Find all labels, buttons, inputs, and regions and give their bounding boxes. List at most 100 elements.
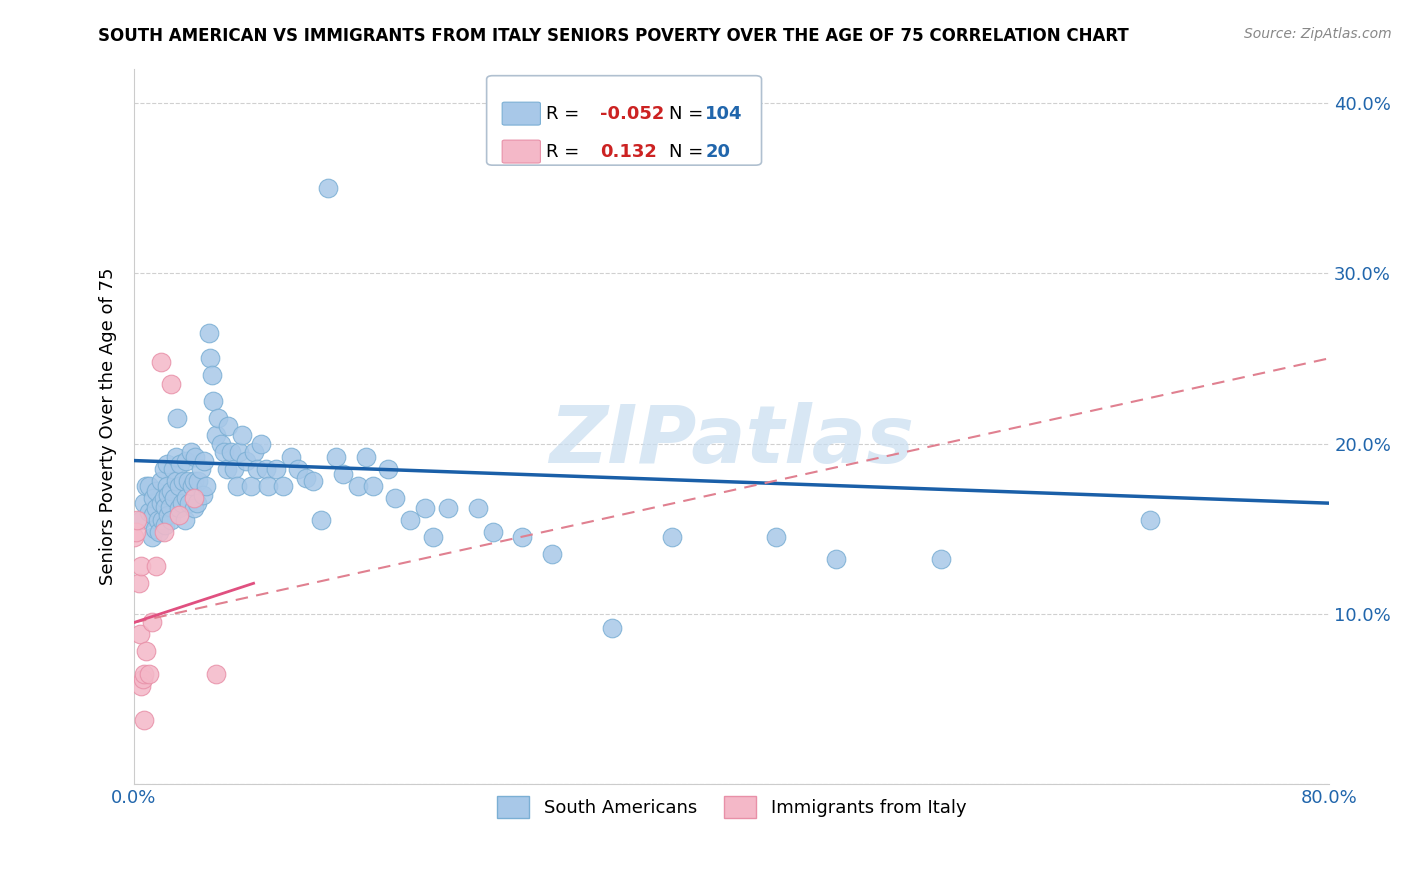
- Point: [231, 428, 253, 442]
- Point: [143, 522, 166, 536]
- Point: [347, 479, 370, 493]
- Point: [153, 525, 176, 540]
- Point: [250, 436, 273, 450]
- Point: [167, 479, 190, 493]
- Point: [156, 457, 179, 471]
- Point: [160, 513, 183, 527]
- Point: [245, 462, 267, 476]
- Point: [197, 326, 219, 340]
- Point: [172, 474, 194, 488]
- Point: [354, 450, 377, 465]
- Point: [131, 559, 153, 574]
- Point: [149, 354, 172, 368]
- Point: [273, 479, 295, 493]
- Point: [200, 351, 222, 366]
- Point: [332, 467, 354, 482]
- Point: [242, 445, 264, 459]
- Point: [422, 530, 444, 544]
- Text: ZIPatlas: ZIPatlas: [550, 401, 914, 480]
- Text: Source: ZipAtlas.com: Source: ZipAtlas.com: [1244, 27, 1392, 41]
- Text: R =: R =: [547, 104, 579, 122]
- Point: [169, 457, 191, 471]
- Point: [202, 393, 225, 408]
- Point: [228, 445, 250, 459]
- Text: SOUTH AMERICAN VS IMMIGRANTS FROM ITALY SENIORS POVERTY OVER THE AGE OF 75 CORRE: SOUTH AMERICAN VS IMMIGRANTS FROM ITALY …: [98, 27, 1129, 45]
- Point: [149, 474, 172, 488]
- Point: [165, 474, 187, 488]
- Point: [166, 411, 188, 425]
- Text: -0.052: -0.052: [600, 104, 665, 122]
- Point: [207, 411, 229, 425]
- Point: [181, 479, 204, 493]
- Point: [191, 488, 214, 502]
- FancyBboxPatch shape: [502, 140, 540, 163]
- Point: [212, 445, 235, 459]
- Point: [399, 513, 422, 527]
- Point: [138, 505, 160, 519]
- Point: [138, 666, 160, 681]
- Point: [239, 479, 262, 493]
- Point: [467, 501, 489, 516]
- Point: [163, 491, 186, 505]
- Point: [131, 679, 153, 693]
- Point: [170, 496, 193, 510]
- Point: [132, 672, 155, 686]
- Point: [205, 666, 228, 681]
- Point: [179, 496, 201, 510]
- Point: [160, 376, 183, 391]
- Point: [512, 530, 534, 544]
- Point: [201, 368, 224, 383]
- Point: [156, 479, 179, 493]
- Text: N =: N =: [669, 104, 704, 122]
- Point: [280, 450, 302, 465]
- Point: [235, 453, 257, 467]
- Point: [226, 479, 249, 493]
- Point: [481, 525, 503, 540]
- Point: [1139, 513, 1161, 527]
- Point: [295, 470, 318, 484]
- Point: [138, 479, 160, 493]
- Point: [159, 500, 181, 514]
- Point: [131, 513, 153, 527]
- Point: [142, 491, 165, 505]
- Point: [176, 453, 198, 467]
- Text: 20: 20: [706, 143, 730, 161]
- Point: [149, 496, 172, 510]
- Point: [190, 462, 212, 476]
- Legend: South Americans, Immigrants from Italy: South Americans, Immigrants from Italy: [489, 789, 974, 825]
- Point: [325, 450, 347, 465]
- Point: [177, 474, 200, 488]
- Text: R =: R =: [547, 143, 579, 161]
- Point: [661, 530, 683, 544]
- Point: [209, 436, 232, 450]
- Point: [541, 547, 564, 561]
- Point: [122, 530, 145, 544]
- FancyBboxPatch shape: [486, 76, 762, 165]
- Text: 0.132: 0.132: [600, 143, 657, 161]
- Point: [165, 450, 187, 465]
- Point: [142, 508, 165, 522]
- Point: [287, 462, 309, 476]
- Point: [145, 501, 167, 516]
- Point: [157, 508, 180, 522]
- Point: [162, 462, 184, 476]
- Point: [141, 615, 163, 630]
- Point: [184, 450, 207, 465]
- Point: [193, 453, 215, 467]
- Point: [186, 496, 208, 510]
- Point: [224, 462, 246, 476]
- Point: [134, 713, 156, 727]
- Point: [264, 462, 287, 476]
- Point: [183, 491, 205, 505]
- Point: [765, 530, 787, 544]
- Point: [167, 501, 190, 516]
- Point: [124, 525, 146, 540]
- Point: [173, 513, 195, 527]
- Point: [415, 501, 437, 516]
- Point: [205, 428, 228, 442]
- Point: [135, 479, 157, 493]
- Point: [152, 513, 174, 527]
- Point: [180, 445, 202, 459]
- Point: [148, 525, 170, 540]
- Point: [145, 484, 167, 499]
